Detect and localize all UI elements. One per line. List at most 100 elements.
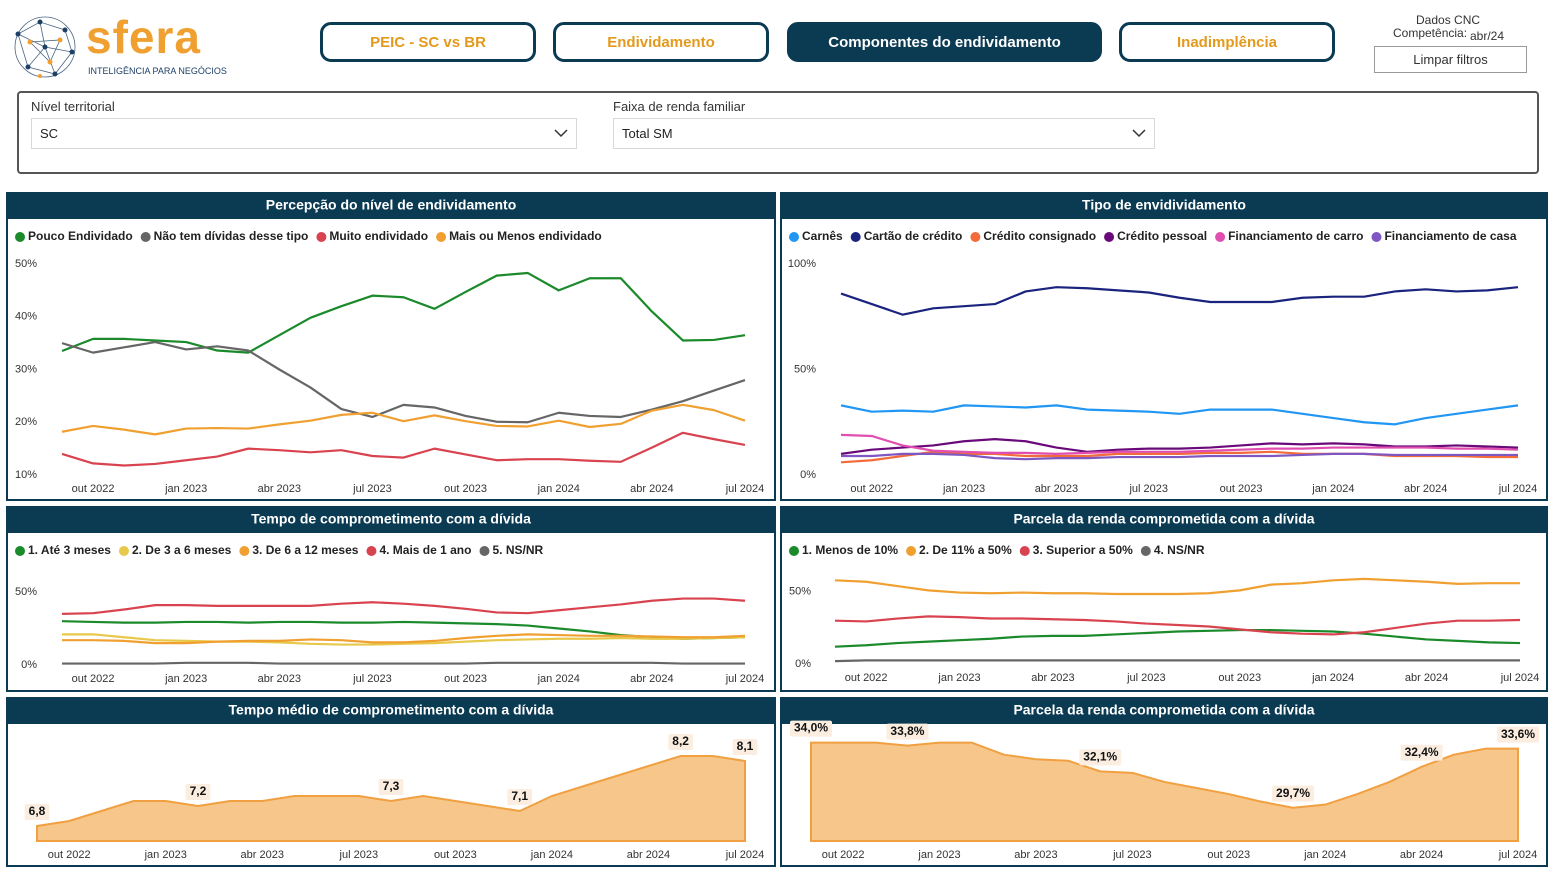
x-tick-label: jan 2024: [530, 849, 573, 861]
chevron: [1132, 129, 1146, 138]
legend-dot: [789, 546, 799, 556]
y-tick-label: 50%: [789, 586, 811, 598]
legend-label: Cartão de crédito: [864, 229, 963, 243]
x-tick-label: out 2022: [850, 483, 893, 495]
series-line: [61, 271, 746, 354]
x-tick-label: jul 2024: [1498, 483, 1538, 495]
panel-title-bar: [781, 698, 1547, 724]
legend-label: 5. NS/NR: [492, 543, 543, 557]
data-label: 7,2: [190, 784, 207, 798]
legend-label: 1. Menos de 10%: [802, 543, 898, 557]
x-tick-label: out 2022: [72, 673, 115, 685]
legend-dot: [906, 546, 917, 556]
data-label-bg: [1496, 726, 1540, 743]
x-tick-label: jan 2023: [164, 483, 207, 495]
x-tick-label: jul 2023: [352, 483, 392, 495]
data-label-bg: [1272, 785, 1315, 802]
tab[interactable]: PEIC - SC vs BR: [320, 22, 536, 62]
series-line: [840, 286, 1519, 316]
tab-active[interactable]: Componentes do endividamento: [787, 22, 1102, 62]
panel-title: Parcela da renda comprometida com a dívi…: [1013, 702, 1314, 718]
data-label: 8,1: [737, 739, 754, 753]
legend-dot: [15, 546, 25, 556]
x-tick-label: abr 2024: [630, 673, 673, 685]
x-tick-label: abr 2023: [1031, 672, 1074, 684]
legend-dot: [15, 232, 25, 242]
x-tick-label: abr 2023: [1014, 849, 1057, 861]
legend-dot: [316, 232, 327, 242]
y-tick-label: 0%: [21, 659, 37, 671]
filter-label: Faixa de renda familiar: [613, 99, 746, 114]
legend-dot: [1104, 232, 1115, 242]
legend-label: Não tem dívidas desse tipo: [154, 229, 309, 243]
y-tick-label: 0%: [795, 658, 811, 670]
x-tick-label: abr 2023: [1035, 483, 1078, 495]
legend-label: Mais ou Menos endividado: [449, 229, 602, 243]
y-tick-label: 40%: [15, 311, 37, 323]
y-tick-label: 100%: [788, 258, 816, 270]
y-tick-label: 50%: [794, 363, 816, 375]
x-tick-label: jan 2024: [1311, 483, 1354, 495]
panel-title: Parcela da renda comprometida com a dívi…: [1013, 511, 1314, 527]
x-tick-label: out 2022: [822, 849, 865, 861]
tab[interactable]: Inadimplência: [1119, 22, 1335, 62]
logo-name: sfera: [86, 11, 201, 63]
y-tick-label: 20%: [15, 416, 37, 428]
data-label: 29,7%: [1276, 786, 1310, 800]
x-tick-label: abr 2023: [258, 673, 301, 685]
legend-label: 2. De 11% a 50%: [919, 543, 1012, 557]
dropdown[interactable]: SC: [31, 118, 577, 149]
tab[interactable]: Endividamento: [553, 22, 769, 62]
series-line: [841, 452, 1518, 461]
x-tick-label: jul 2024: [1498, 849, 1538, 861]
area: [810, 741, 1519, 842]
dropdown-value: SC: [40, 126, 59, 141]
legend-dot: [1019, 546, 1030, 556]
area: [36, 755, 746, 842]
panel-title-bar: [781, 193, 1547, 219]
competence-label: Competência:: [1393, 26, 1468, 40]
legend-label: Crédito consignado: [983, 229, 1096, 243]
legend-dot: [239, 546, 250, 556]
y-tick-label: 50%: [15, 258, 37, 270]
data-label-bg: [1400, 744, 1443, 761]
logo-icon: [14, 16, 76, 78]
legend-label: 3. De 6 a 12 meses: [252, 543, 358, 557]
legend-label: 4. NS/NR: [1154, 543, 1205, 557]
x-tick-label: jul 2023: [1126, 672, 1166, 684]
data-label: 32,1%: [1083, 750, 1117, 764]
legend-label: 3. Superior a 50%: [1033, 543, 1133, 557]
series-line: [840, 404, 1519, 426]
x-tick-label: out 2023: [1207, 849, 1250, 861]
x-tick-label: jul 2024: [725, 483, 765, 495]
clear-button[interactable]: Limpar filtros: [1374, 46, 1527, 73]
x-tick-label: jan 2024: [1311, 672, 1354, 684]
x-tick-label: jan 2024: [537, 483, 580, 495]
data-label: 7,1: [511, 789, 528, 803]
panel-title-bar: [781, 507, 1547, 533]
data-label: 7,3: [383, 779, 400, 793]
x-tick-label: out 2022: [48, 849, 91, 861]
data-label-bg: [732, 739, 758, 755]
legend-dot: [479, 546, 490, 556]
x-tick-label: out 2023: [444, 483, 487, 495]
dropdown-value: Total SM: [622, 126, 673, 141]
data-label-bg: [24, 804, 50, 820]
x-tick-label: out 2023: [444, 673, 487, 685]
data-label: 33,8%: [890, 724, 924, 738]
dropdown[interactable]: Total SM: [613, 118, 1155, 149]
x-tick-label: jan 2023: [917, 849, 960, 861]
y-tick-label: 30%: [15, 363, 37, 375]
series-line: [62, 633, 746, 645]
x-tick-label: jan 2024: [537, 673, 580, 685]
x-tick-label: jul 2024: [725, 849, 765, 861]
x-tick-label: abr 2024: [1400, 849, 1443, 861]
legend-label: Financiamento de casa: [1384, 229, 1516, 243]
series-line: [834, 628, 1521, 648]
legend-label: Financiamento de carro: [1228, 229, 1363, 243]
data-label-bg: [185, 784, 211, 800]
x-tick-label: abr 2024: [1405, 672, 1448, 684]
x-tick-label: out 2022: [72, 483, 115, 495]
series-line: [834, 615, 1521, 636]
